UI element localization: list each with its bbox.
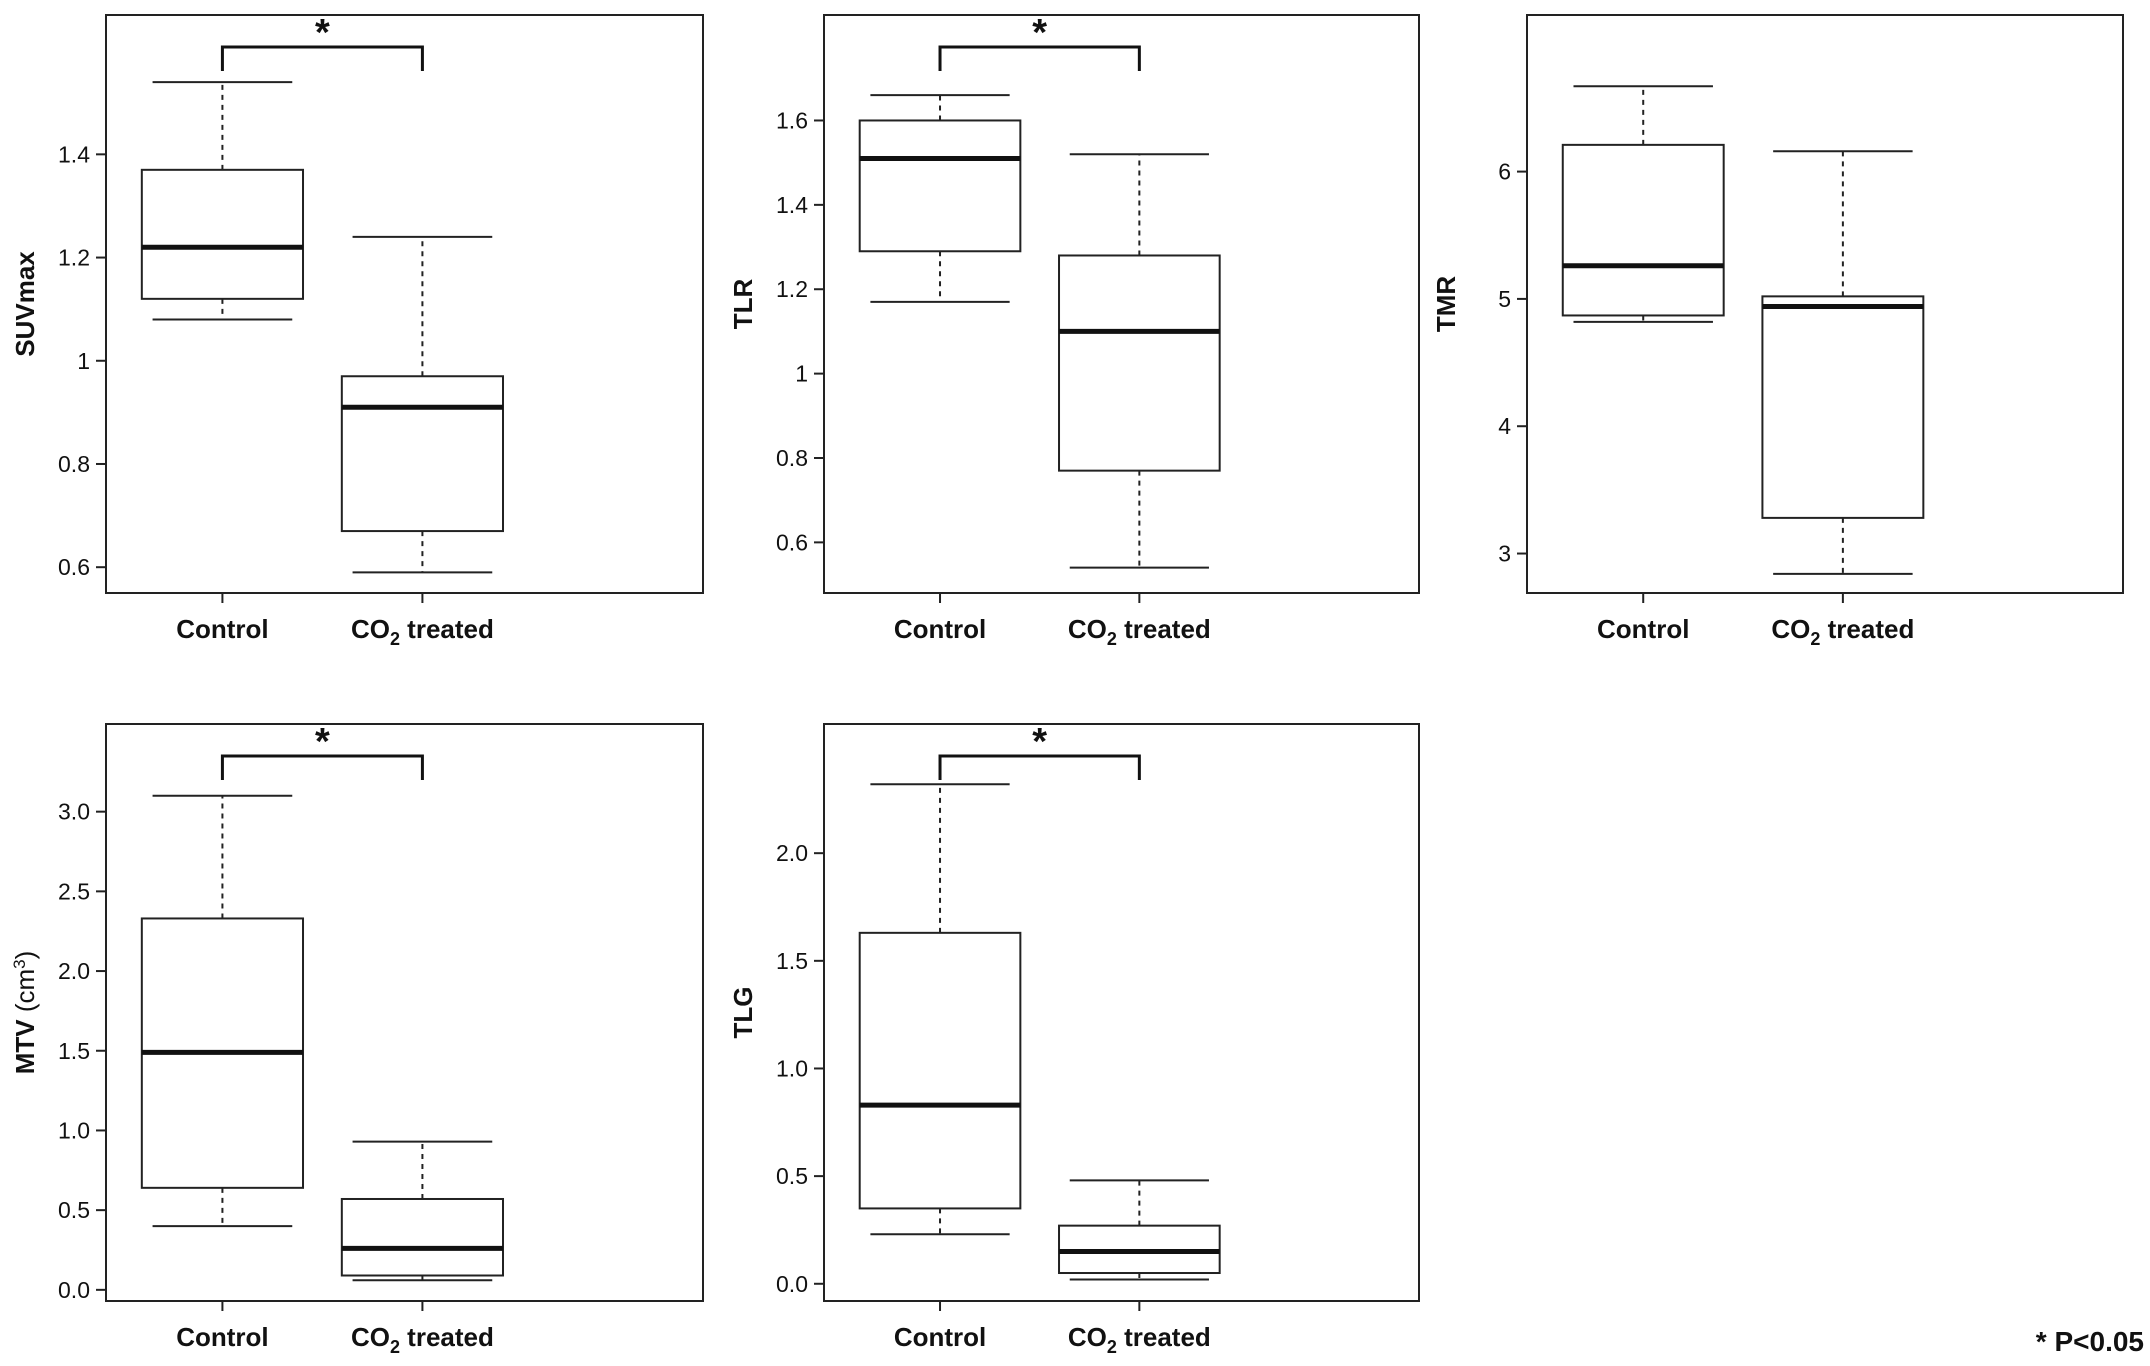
x-category-label: Control [176,614,268,644]
y-tick-label: 1.2 [776,276,808,302]
y-tick-label: 0.0 [776,1271,808,1297]
y-tick-label: 3 [1498,541,1511,567]
significance-bracket [220,754,424,780]
y-tick-label: 4 [1498,413,1511,439]
y-tick-label: 1.0 [58,1117,90,1143]
y-tick-label: 1.0 [776,1055,808,1081]
y-tick-label: 0.6 [58,554,90,580]
chart-panel-tmr: 3 4 5 6 Control CO2 treated TMR [1431,14,2124,649]
y-tick-label: 0.5 [776,1163,808,1189]
significance-bracket [938,45,1141,71]
x-category-label: CO2 treated [1068,614,1211,649]
significance-footnote: * P<0.05 [2035,1326,2144,1357]
box-control [140,794,305,1228]
box-control [1561,85,1725,323]
significance-star: * [315,12,330,54]
y-tick-label: 1 [795,361,808,387]
y-tick-label: 1.4 [58,141,90,167]
box-co2-treated [340,235,505,574]
y-tick-label: 1.5 [58,1038,90,1064]
y-tick-label: 5 [1498,286,1511,312]
significance-star: * [315,721,330,763]
y-tick-label: 1.6 [776,107,808,133]
x-category-label: CO2 treated [351,614,494,649]
box-co2-treated [340,1140,505,1282]
significance-star: * [1032,12,1047,54]
y-axis-label: TLR [728,279,758,330]
y-tick-label: 2.0 [58,958,90,984]
y-tick-label: 1.4 [776,192,808,218]
y-tick-label: 1 [77,348,90,374]
x-category-label: Control [1597,614,1689,644]
box-control [858,783,1022,1236]
y-tick-label: 2.0 [776,840,808,866]
plot-frame [823,723,1420,1302]
iqr-box [858,931,1022,1210]
plot-frame [105,14,704,594]
plot-frame [1526,14,2124,594]
box-co2-treated [1058,1179,1221,1281]
iqr-box [140,168,305,300]
y-axis-label: SUVmax [10,251,40,357]
x-category-label: Control [894,1322,986,1352]
y-tick-label: 0.8 [776,445,808,471]
iqr-box [1058,254,1221,472]
y-tick-label: 1.2 [58,245,90,271]
y-tick-label: 0.0 [58,1277,90,1303]
iqr-box [1761,295,1925,519]
chart-panel-mtv: 0.0 0.5 1.0 1.5 2.0 2.5 3.0 Control CO2 treated M… [10,721,704,1357]
x-category-label: Control [894,614,986,644]
y-tick-label: 0.6 [776,529,808,555]
y-tick-label: 0.8 [58,451,90,477]
x-category-label: Control [176,1322,268,1352]
chart-panel-tlg: 0.0 0.5 1.0 1.5 2.0 Control CO2 treated TLG * [728,721,1420,1357]
plot-frame [105,723,704,1302]
box-control [858,94,1022,303]
box-co2-treated [1761,150,1925,575]
y-tick-label: 1.5 [776,948,808,974]
y-tick-label: 3.0 [58,799,90,825]
significance-star: * [1032,721,1047,763]
box-co2-treated [1058,153,1221,569]
chart-panel-suvmax: 0.6 0.8 1 1.2 1.4 Control CO2 treated SUVmax * [10,12,704,649]
iqr-box [858,119,1022,253]
significance-bracket [220,45,424,71]
iqr-box [340,375,505,533]
x-category-label: CO2 treated [351,1322,494,1357]
y-axis-label: TLG [728,987,758,1039]
y-axis-label: MTV (cm3) [10,951,40,1075]
y-tick-label: 0.5 [58,1197,90,1223]
plot-frame [823,14,1420,594]
x-category-label: CO2 treated [1771,614,1914,649]
iqr-box [340,1197,505,1277]
chart-panel-tlr: 0.6 0.8 1 1.2 1.4 1.6 Control CO2 treated TLR * [728,12,1420,649]
iqr-box [1561,143,1725,317]
significance-bracket [938,754,1141,780]
y-axis-label: TMR [1431,276,1461,333]
box-control [140,81,305,321]
x-category-label: CO2 treated [1068,1322,1211,1357]
y-tick-label: 6 [1498,159,1511,185]
y-tick-label: 2.5 [58,878,90,904]
